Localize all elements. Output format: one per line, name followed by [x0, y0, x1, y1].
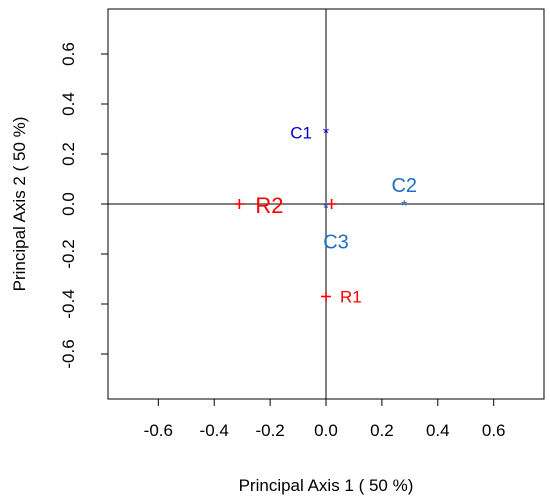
x-tick-label: 0.2: [370, 421, 394, 440]
x-tick-label: 0.0: [314, 421, 338, 440]
star-marker: *: [323, 201, 329, 218]
x-tick-label: 0.4: [426, 421, 450, 440]
plus-marker: [321, 291, 331, 302]
plus-marker: [234, 199, 245, 209]
star-marker: *: [401, 198, 407, 215]
point-label: C3: [323, 232, 349, 254]
y-tick-label: 0.4: [59, 92, 78, 116]
x-tick-label: -0.4: [200, 421, 229, 440]
point-label: C1: [290, 124, 312, 143]
point-label: C2: [391, 175, 417, 197]
x-tick-label: -0.6: [144, 421, 173, 440]
y-tick-label: 0.6: [59, 42, 78, 66]
y-tick-label: -0.6: [59, 339, 78, 368]
x-axis-label: Principal Axis 1 ( 50 %): [239, 476, 414, 495]
y-tick-label: -0.2: [59, 239, 78, 268]
x-axis: -0.6 -0.4 -0.2 0.0 0.2 0.4 0.6: [144, 399, 506, 440]
y-axis: -0.6 -0.4 -0.2 0.0 0.2 0.4 0.6: [59, 42, 108, 369]
reference-lines: [108, 9, 544, 399]
y-axis-label: Principal Axis 2 ( 50 %): [10, 117, 29, 292]
point-label: R1: [340, 288, 362, 307]
y-tick-label: 0.2: [59, 142, 78, 166]
point-label: R2: [255, 193, 283, 218]
x-tick-label: -0.2: [255, 421, 284, 440]
y-tick-label: 0.0: [59, 192, 78, 216]
plus-marker: [326, 199, 337, 209]
star-marker: *: [323, 126, 329, 143]
y-tick-label: -0.4: [59, 289, 78, 318]
x-tick-label: 0.6: [482, 421, 506, 440]
